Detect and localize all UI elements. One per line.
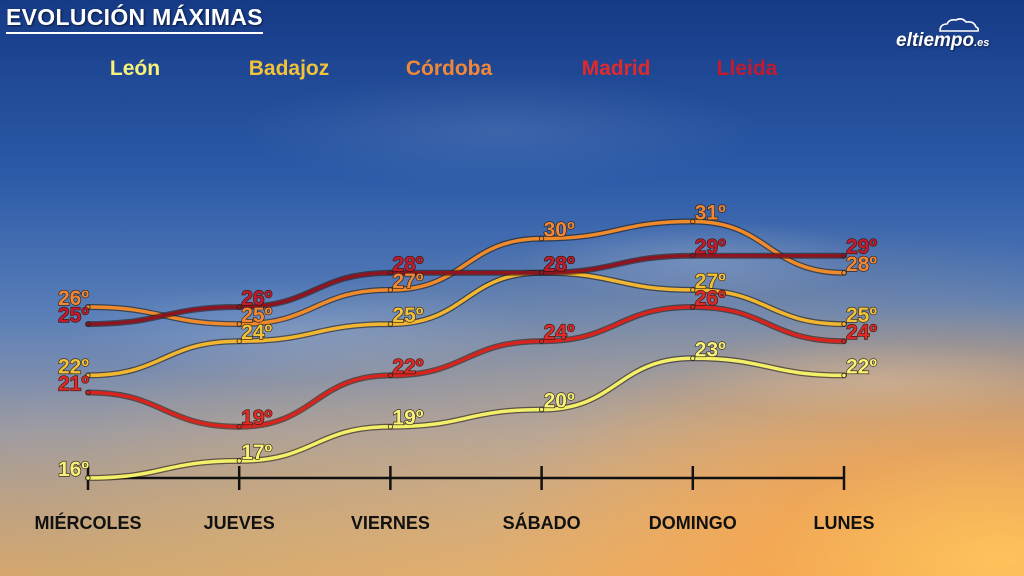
data-label-madrid: 22º xyxy=(392,355,423,378)
x-axis: MIÉRCOLES JUEVES VIERNES SÁBADO DOMINGO LUNES xyxy=(34,466,875,533)
point-badajoz xyxy=(387,321,393,327)
data-labels: 16º17º19º20º23º22º22º24º25º28º27º25º26º2… xyxy=(57,201,878,482)
point-madrid xyxy=(841,338,847,344)
data-label-leon: 22º xyxy=(846,355,877,378)
data-label-lleida: 28º xyxy=(544,253,575,276)
data-label-lleida: 28º xyxy=(392,253,423,276)
series-line-madrid xyxy=(86,305,846,429)
point-madrid xyxy=(236,424,242,430)
data-label-badajoz: 24º xyxy=(241,321,272,344)
point-leon xyxy=(841,372,847,378)
data-label-madrid: 21º xyxy=(58,373,89,396)
data-label-badajoz: 22º xyxy=(58,355,89,378)
point-cordoba xyxy=(690,218,696,225)
data-label-leon: 16º xyxy=(58,458,89,481)
series-line-cordoba xyxy=(86,219,846,326)
x-tick-label-miercoles: MIÉRCOLES xyxy=(34,512,141,533)
logo-suffix: .es xyxy=(974,37,990,49)
brand-logo: eltiempo.es xyxy=(896,18,990,52)
data-label-lleida: 26º xyxy=(241,287,272,310)
legend-badajoz: Badajoz xyxy=(249,57,330,80)
series-line-leon xyxy=(86,356,846,480)
x-tick-label-jueves: JUEVES xyxy=(204,513,275,533)
point-badajoz xyxy=(85,372,91,378)
point-cordoba xyxy=(387,287,393,293)
point-madrid xyxy=(538,338,545,344)
data-label-madrid: 19º xyxy=(241,407,272,430)
point-lleida xyxy=(236,304,242,310)
data-label-cordoba: 31º xyxy=(695,202,726,225)
legend: León Badajoz Córdoba Madrid Lleida xyxy=(110,57,778,80)
point-leon xyxy=(387,424,393,430)
cloud-icon xyxy=(939,18,980,32)
x-tick-label-viernes: VIERNES xyxy=(351,513,430,533)
data-label-lleida: 29º xyxy=(846,236,877,259)
data-label-lleida: 25º xyxy=(58,304,89,327)
chart-title: EVOLUCIÓN MÁXIMAS xyxy=(6,4,263,34)
point-lleida xyxy=(85,321,91,327)
data-label-madrid: 24º xyxy=(846,321,877,344)
data-label-badajoz: 25º xyxy=(392,304,423,327)
data-label-madrid: 26º xyxy=(695,287,726,310)
point-lleida xyxy=(841,253,847,259)
data-label-cordoba: 28º xyxy=(846,253,877,276)
legend-lleida: Lleida xyxy=(717,57,778,80)
point-leon xyxy=(690,355,696,361)
point-cordoba xyxy=(236,321,242,327)
point-leon xyxy=(85,475,91,481)
point-leon xyxy=(236,458,242,464)
point-badajoz xyxy=(236,338,242,344)
legend-cordoba: Córdoba xyxy=(406,57,493,80)
data-label-madrid: 24º xyxy=(544,321,575,344)
point-lleida xyxy=(387,270,393,276)
x-tick-label-lunes: LUNES xyxy=(813,513,874,533)
data-label-leon: 19º xyxy=(392,407,423,430)
data-label-lleida: 29º xyxy=(695,236,726,259)
point-cordoba xyxy=(85,304,91,310)
data-label-leon: 20º xyxy=(544,390,575,413)
point-lleida xyxy=(538,270,545,276)
data-label-cordoba: 26º xyxy=(58,287,89,310)
series-lines xyxy=(85,218,847,481)
x-tick-label-domingo: DOMINGO xyxy=(649,513,737,533)
data-label-cordoba: 30º xyxy=(544,219,575,242)
point-badajoz xyxy=(690,287,696,293)
logo-name: eltiempo xyxy=(896,30,975,51)
point-lleida xyxy=(690,253,696,259)
data-label-cordoba: 25º xyxy=(241,304,272,327)
legend-madrid: Madrid xyxy=(582,57,651,80)
point-cordoba xyxy=(538,236,545,242)
legend-leon: León xyxy=(110,57,160,80)
data-label-leon: 23º xyxy=(695,338,726,361)
point-madrid xyxy=(85,389,91,396)
data-label-cordoba: 27º xyxy=(392,270,423,293)
data-label-leon: 17º xyxy=(241,441,272,464)
point-cordoba xyxy=(841,270,847,276)
series-line-lleida xyxy=(86,253,846,326)
point-madrid xyxy=(690,304,696,310)
x-tick-label-sabado: SÁBADO xyxy=(503,512,581,533)
series-line-badajoz xyxy=(86,271,846,378)
data-label-badajoz: 25º xyxy=(846,304,877,327)
point-madrid xyxy=(387,372,393,378)
data-label-badajoz: 27º xyxy=(695,270,726,293)
data-label-badajoz: 28º xyxy=(544,253,575,276)
point-badajoz xyxy=(841,321,847,327)
point-leon xyxy=(538,406,545,413)
